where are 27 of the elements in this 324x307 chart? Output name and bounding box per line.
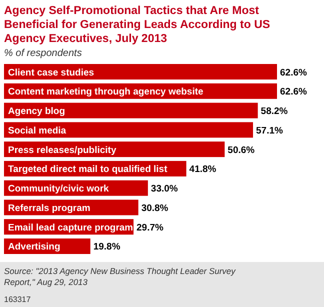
data-label: 29.7% [136, 222, 164, 234]
chart-subtitle: % of respondents [4, 48, 82, 59]
data-label: 58.2% [260, 106, 288, 118]
chart-title: Agency Self-Promotional Tactics that Are Most Beneficial for Generating Leads According to US Agency Executives, July 2013 [4, 5, 270, 45]
y-tick-label: Advertising [8, 242, 60, 253]
y-tick-label: Press releases/publicity [8, 144, 117, 156]
y-tick-label: Social media [8, 125, 67, 136]
data-label: 41.8% [189, 164, 217, 176]
data-label: 33.0% [150, 184, 178, 195]
data-label: 19.8% [93, 242, 121, 253]
data-label: 57.1% [256, 125, 284, 136]
data-label: 62.6% [280, 86, 308, 98]
bar [4, 102, 258, 118]
y-tick-label: Community/civic work [8, 184, 110, 195]
y-tick-label: Email lead capture program [8, 222, 134, 234]
y-tick-label: Referrals program [8, 202, 90, 214]
y-tick-label: Targeted direct mail to qualified list [8, 164, 168, 176]
data-label: 62.6% [280, 67, 308, 78]
y-tick-label: Agency blog [8, 106, 66, 118]
y-tick-label: Content marketing through agency website [8, 86, 204, 98]
source-note: Source: "2013 Agency New Business Thought Leader Survey Report," Aug 29, 2013 [4, 266, 236, 287]
data-label: 30.8% [141, 202, 169, 214]
bar [4, 122, 254, 138]
y-tick-label: Client case studies [8, 67, 94, 78]
data-label: 50.6% [228, 144, 256, 156]
text: 163317 [4, 295, 32, 304]
bar [4, 64, 277, 80]
